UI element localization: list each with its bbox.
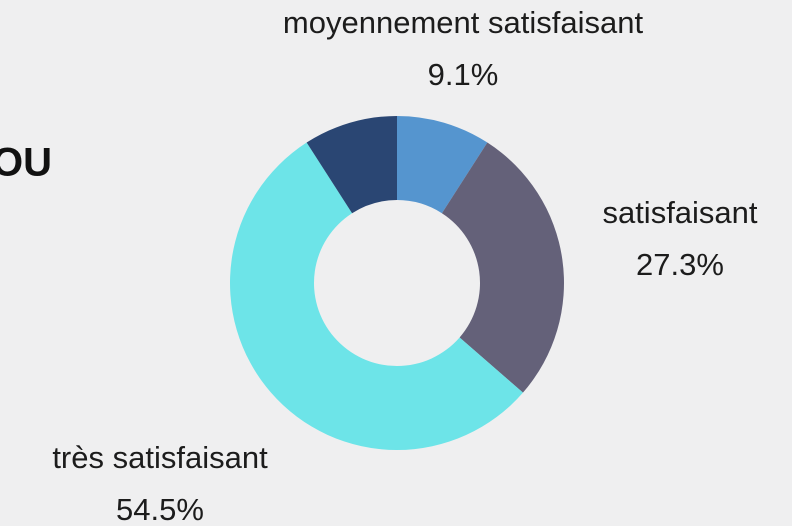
- slice-value: 9.1%: [428, 57, 499, 92]
- donut-slice: [397, 116, 488, 214]
- heading: OU: [0, 141, 52, 185]
- slice-value: 54.5%: [116, 492, 204, 526]
- slice-label: très satisfaisant: [52, 440, 268, 475]
- slice-label: satisfaisant: [602, 195, 757, 230]
- slice-value: 27.3%: [636, 247, 724, 282]
- donut-slice: [441, 142, 564, 393]
- donut-slice: [230, 142, 523, 451]
- donut-slice: [306, 116, 397, 214]
- slice-label: moyennement satisfaisant: [283, 5, 644, 40]
